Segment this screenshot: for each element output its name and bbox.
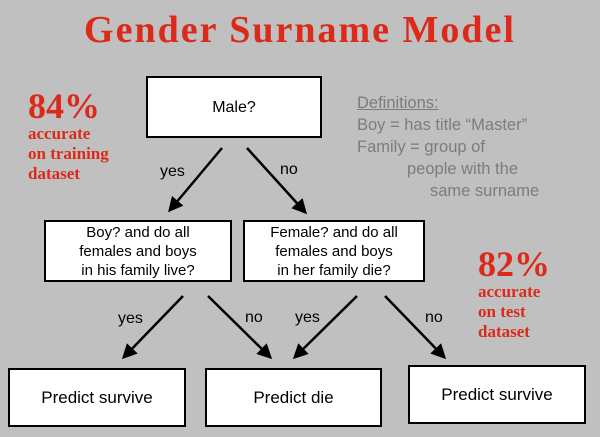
leaf-predict-survive-left: Predict survive — [8, 368, 186, 427]
edge-label-left-no: no — [245, 309, 263, 326]
training-accuracy-label-3: dataset — [28, 164, 80, 183]
edge-right-no — [384, 295, 447, 360]
test-accuracy-label-2: on test — [478, 302, 526, 321]
definition-family-cont-1: people with the — [407, 160, 518, 178]
edge-label-right-no: no — [425, 309, 443, 326]
training-accuracy-label-2: on training — [28, 144, 109, 163]
edge-label-root-no: no — [280, 161, 298, 178]
test-accuracy: 82% accurate on test dataset — [478, 246, 550, 342]
edge-root-yes — [168, 147, 223, 213]
right-question-line-2: females and boys — [275, 242, 393, 260]
definition-family-cont-2: same surname — [430, 182, 540, 200]
root-node-label: Male? — [212, 98, 256, 116]
diagram-title: Gender Surname Model — [84, 9, 516, 51]
definitions-heading: Definitions: — [357, 94, 439, 112]
leaf-mid-label: Predict die — [253, 387, 334, 407]
test-accuracy-label-3: dataset — [478, 322, 530, 341]
left-question-line-1: Boy? and do all — [86, 223, 190, 241]
leaf-left-label: Predict survive — [41, 387, 153, 407]
leaf-predict-survive-right: Predict survive — [408, 365, 586, 424]
edge-right-yes — [292, 295, 358, 360]
training-accuracy-value: 84% — [28, 86, 100, 126]
definition-family: Family = group of — [357, 138, 485, 156]
edge-label-root-yes: yes — [160, 163, 185, 180]
edge-left-no — [207, 295, 273, 360]
right-question-line-1: Female? and do all — [270, 223, 398, 241]
edge-root-no — [246, 147, 308, 215]
training-accuracy-label-1: accurate — [28, 124, 91, 143]
edge-label-left-yes: yes — [118, 310, 143, 327]
definition-boy: Boy = has title “Master” — [357, 116, 528, 134]
test-accuracy-label-1: accurate — [478, 282, 541, 301]
right-question-node: Female? and do all females and boys in h… — [243, 220, 425, 282]
leaf-right-label: Predict survive — [441, 384, 553, 404]
training-accuracy: 84% accurate on training dataset — [28, 88, 109, 184]
root-node: Male? — [146, 76, 322, 138]
left-question-node: Boy? and do all females and boys in his … — [44, 220, 232, 282]
test-accuracy-value: 82% — [478, 244, 550, 284]
edge-label-right-yes: yes — [295, 309, 320, 326]
left-question-line-3: in his family live? — [81, 261, 195, 279]
definitions-block: Definitions: Boy = has title “Master” Fa… — [357, 92, 539, 202]
left-question-line-2: females and boys — [79, 242, 197, 260]
edge-left-yes — [121, 295, 184, 360]
right-question-line-3: in her family die? — [277, 261, 391, 279]
leaf-predict-die: Predict die — [205, 368, 382, 427]
